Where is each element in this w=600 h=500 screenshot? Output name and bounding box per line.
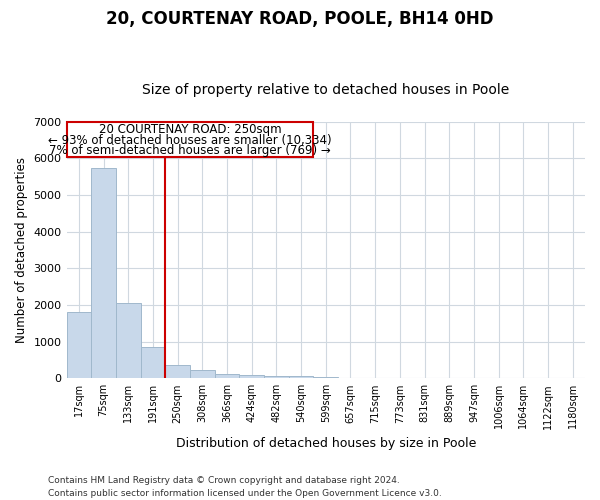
Bar	[190, 370, 215, 378]
Text: 20, COURTENAY ROAD, POOLE, BH14 0HD: 20, COURTENAY ROAD, POOLE, BH14 0HD	[106, 10, 494, 28]
Bar	[140, 347, 165, 378]
Bar	[91, 168, 116, 378]
Text: 7% of semi-detached houses are larger (769) →: 7% of semi-detached houses are larger (7…	[49, 144, 331, 157]
Bar	[67, 122, 313, 156]
Text: Contains HM Land Registry data © Crown copyright and database right 2024.: Contains HM Land Registry data © Crown c…	[48, 476, 400, 485]
Text: ← 93% of detached houses are smaller (10,334): ← 93% of detached houses are smaller (10…	[48, 134, 332, 147]
Bar	[67, 312, 91, 378]
Bar	[165, 364, 190, 378]
Bar	[215, 374, 239, 378]
Text: Contains public sector information licensed under the Open Government Licence v3: Contains public sector information licen…	[48, 488, 442, 498]
Title: Size of property relative to detached houses in Poole: Size of property relative to detached ho…	[142, 83, 509, 97]
Bar	[264, 376, 289, 378]
Bar	[289, 376, 313, 378]
Text: 20 COURTENAY ROAD: 250sqm: 20 COURTENAY ROAD: 250sqm	[98, 123, 281, 136]
Bar	[116, 303, 140, 378]
Bar	[239, 376, 264, 378]
X-axis label: Distribution of detached houses by size in Poole: Distribution of detached houses by size …	[176, 437, 476, 450]
Y-axis label: Number of detached properties: Number of detached properties	[15, 157, 28, 343]
